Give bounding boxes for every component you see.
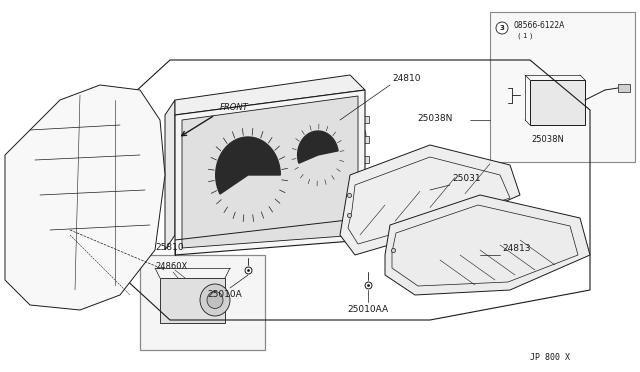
Ellipse shape: [207, 292, 223, 308]
Ellipse shape: [200, 284, 230, 316]
Polygon shape: [298, 131, 338, 163]
Ellipse shape: [228, 151, 268, 198]
Bar: [618, 84, 630, 92]
Ellipse shape: [203, 123, 293, 227]
Bar: [160, 278, 225, 323]
Bar: [363, 116, 369, 123]
Ellipse shape: [41, 244, 59, 266]
Ellipse shape: [496, 22, 508, 34]
Text: 24810: 24810: [392, 74, 420, 83]
Polygon shape: [175, 90, 365, 255]
Bar: [183, 178, 191, 183]
Text: 24860X: 24860X: [155, 262, 188, 271]
Bar: [363, 136, 369, 143]
Bar: [183, 191, 191, 196]
Text: JP 800 X: JP 800 X: [530, 353, 570, 362]
Polygon shape: [175, 75, 365, 115]
Ellipse shape: [334, 106, 356, 124]
Bar: [183, 152, 191, 157]
Polygon shape: [165, 100, 175, 250]
Text: 25031: 25031: [452, 174, 481, 183]
Bar: [363, 156, 369, 163]
Text: 25038N: 25038N: [532, 135, 564, 144]
Bar: [530, 80, 585, 125]
Text: 24813: 24813: [502, 244, 531, 253]
Text: ( 1 ): ( 1 ): [518, 33, 532, 39]
Ellipse shape: [305, 140, 331, 170]
Text: FRONT: FRONT: [220, 103, 249, 112]
Text: 08566-6122A: 08566-6122A: [514, 20, 565, 29]
Bar: [232, 208, 287, 222]
Polygon shape: [5, 85, 165, 310]
Text: 25010A: 25010A: [207, 290, 243, 299]
Text: 25038N: 25038N: [418, 113, 453, 122]
Text: 25010AA: 25010AA: [348, 305, 388, 314]
Bar: [490, 12, 635, 162]
Bar: [140, 255, 265, 350]
Bar: [183, 204, 191, 209]
Text: 3: 3: [500, 25, 504, 31]
Polygon shape: [340, 145, 520, 255]
Text: 25810: 25810: [155, 243, 184, 252]
Ellipse shape: [288, 119, 348, 191]
Ellipse shape: [344, 126, 366, 144]
Polygon shape: [385, 195, 590, 295]
Polygon shape: [182, 96, 358, 248]
Bar: [183, 165, 191, 170]
Polygon shape: [216, 137, 280, 194]
